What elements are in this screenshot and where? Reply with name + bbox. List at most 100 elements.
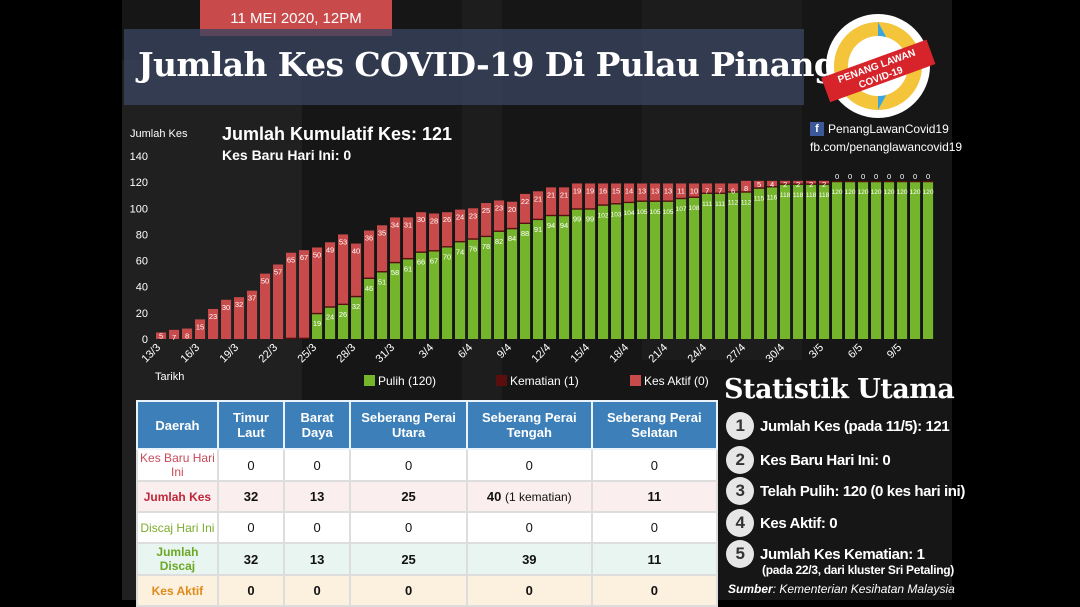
x-tick-label: 12/4 bbox=[530, 342, 554, 366]
data-label-pulih: 120 bbox=[845, 189, 856, 196]
data-label-pulih: 111 bbox=[702, 201, 712, 208]
y-tick-label: 140 bbox=[130, 151, 148, 163]
x-tick-label: 25/3 bbox=[296, 342, 320, 366]
bar-kematian bbox=[494, 230, 505, 232]
table-row: Jumlah Kes 32 13 25 40 (1 kematian) 11 bbox=[136, 480, 719, 513]
data-label-pulih: 74 bbox=[456, 247, 464, 256]
bar-kes-aktif bbox=[364, 230, 375, 278]
data-label-pulih: 118 bbox=[793, 192, 804, 199]
bar-kes-aktif bbox=[819, 180, 830, 184]
x-tick-label: 31/3 bbox=[374, 342, 398, 366]
stat-note: (pada 22/3, dari kluster Sri Petaling) bbox=[762, 563, 955, 577]
data-label-kes-aktif: 25 bbox=[482, 206, 490, 215]
table-header: Seberang Perai Tengah bbox=[465, 400, 593, 450]
bar-kes-aktif bbox=[390, 217, 401, 262]
table-cell: 0 bbox=[349, 574, 468, 607]
bar-pulih bbox=[390, 263, 401, 339]
bar-kes-aktif bbox=[520, 193, 531, 223]
table-cell: 0 bbox=[349, 511, 468, 544]
bar-kematian bbox=[351, 295, 362, 298]
data-label-pulih: 99 bbox=[573, 215, 581, 224]
bar-pulih bbox=[676, 199, 687, 339]
table-header: Seberang Perai Selatan bbox=[590, 400, 719, 450]
table-cell: 13 bbox=[283, 480, 352, 513]
bar-kes-aktif bbox=[585, 183, 596, 209]
table-header: Daerah bbox=[136, 400, 219, 450]
stat-item: 1 Jumlah Kes (pada 11/5): 121 bbox=[726, 412, 950, 440]
bar-pulih bbox=[481, 237, 492, 339]
stat-text: Kes Aktif: 0 bbox=[760, 514, 838, 532]
data-label-pulih: 70 bbox=[443, 253, 451, 262]
bar-kematian bbox=[520, 222, 531, 224]
y-tick-label: 80 bbox=[136, 229, 148, 241]
bar-kes-aktif bbox=[767, 180, 778, 187]
data-label-pulih: 105 bbox=[650, 209, 661, 216]
table-cell: 0 bbox=[283, 574, 352, 607]
bar-kes-aktif bbox=[182, 328, 193, 339]
bar-kematian bbox=[663, 200, 674, 202]
data-label-kes-aktif: 13 bbox=[651, 186, 659, 195]
bar-kematian bbox=[312, 312, 323, 315]
bar-pulih bbox=[702, 193, 713, 339]
bar-pulih bbox=[364, 278, 375, 339]
bar-kes-aktif bbox=[546, 187, 557, 215]
penang-lawan-logo: PENANG LAWAN COVID-19 bbox=[821, 14, 936, 118]
x-tick-label: 3/4 bbox=[417, 342, 436, 361]
table-cell: 0 bbox=[590, 574, 719, 607]
bar-pulih bbox=[767, 187, 778, 339]
bar-pulih bbox=[572, 209, 583, 339]
bar-kematian bbox=[910, 180, 921, 183]
bar-kematian bbox=[403, 257, 414, 260]
bar-kes-aktif bbox=[689, 183, 700, 197]
bar-pulih bbox=[819, 184, 830, 339]
bar-kes-aktif bbox=[156, 332, 167, 339]
data-label-kes-aktif: 0 bbox=[913, 172, 917, 181]
bar-kes-aktif bbox=[741, 180, 752, 192]
bar-kematian bbox=[845, 180, 856, 183]
bar-kematian bbox=[611, 203, 622, 205]
stat-item: 5 Jumlah Kes Kematian: 1 bbox=[726, 540, 925, 568]
data-label-kes-aktif: 30 bbox=[222, 303, 230, 312]
facebook-url[interactable]: fb.com/penanglawancovid19 bbox=[810, 140, 963, 154]
data-label-kes-aktif: 0 bbox=[848, 172, 852, 181]
x-tick-label: 18/4 bbox=[608, 342, 632, 366]
bar-kematian bbox=[858, 180, 869, 183]
stat-number: 3 bbox=[726, 477, 754, 505]
data-label-kes-aktif: 21 bbox=[547, 190, 555, 199]
bar-kematian bbox=[689, 196, 700, 198]
table-cell: 32 bbox=[216, 542, 286, 576]
bar-kematian bbox=[793, 183, 804, 185]
source-text: : Kementerian Kesihatan Malaysia bbox=[772, 582, 955, 596]
bar-kematian bbox=[286, 337, 297, 339]
stat-number: 2 bbox=[726, 446, 754, 474]
x-tick-label: 30/4 bbox=[764, 342, 788, 366]
data-label-kes-aktif: 23 bbox=[495, 203, 503, 212]
data-label-pulih: 120 bbox=[884, 189, 895, 196]
x-axis-label: Tarikh bbox=[155, 371, 184, 383]
data-label-kes-aktif: 21 bbox=[560, 190, 568, 199]
bar-kes-aktif bbox=[780, 180, 791, 184]
bar-kes-aktif bbox=[377, 225, 388, 272]
data-label-kes-aktif: 23 bbox=[469, 211, 477, 220]
bar-pulih bbox=[637, 201, 648, 339]
bar-kematian bbox=[377, 271, 388, 273]
facebook-link[interactable]: f PenangLawanCovid19 bbox=[810, 122, 949, 136]
data-label-kes-aktif: 31 bbox=[404, 220, 412, 229]
data-label-pulih: 120 bbox=[832, 189, 843, 196]
data-label-kes-aktif: 50 bbox=[261, 277, 269, 286]
legend-label: Pulih (120) bbox=[378, 374, 436, 388]
table-cell: 25 bbox=[349, 542, 468, 576]
x-tick-label: 3/5 bbox=[807, 342, 826, 361]
y-tick-label: 60 bbox=[136, 256, 148, 268]
data-label-pulih: 66 bbox=[417, 258, 425, 267]
data-label-pulih: 105 bbox=[637, 209, 648, 216]
bar-pulih bbox=[403, 259, 414, 339]
bar-kematian bbox=[390, 261, 401, 264]
stat-item: 2 Kes Baru Hari Ini: 0 bbox=[726, 446, 891, 474]
stat-number: 4 bbox=[726, 509, 754, 537]
bar-pulih bbox=[832, 182, 843, 339]
bar-kematian bbox=[715, 192, 726, 194]
bar-kematian bbox=[767, 186, 778, 188]
x-tick-label: 22/3 bbox=[257, 342, 281, 366]
data-label-pulih: 118 bbox=[819, 192, 830, 199]
